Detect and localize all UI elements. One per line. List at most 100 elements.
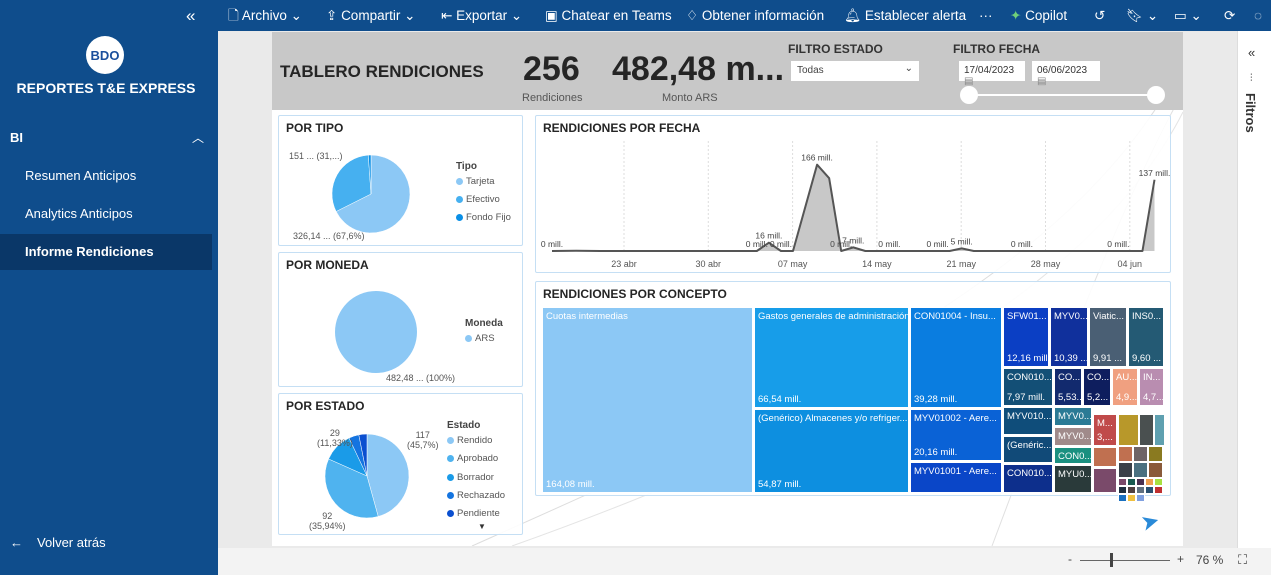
- zoom-slider-handle[interactable]: [1110, 553, 1113, 567]
- treemap-small-cell[interactable]: [1127, 478, 1136, 486]
- treemap-small-cell[interactable]: [1118, 462, 1133, 478]
- legend-item-aprobado[interactable]: Aprobado: [447, 453, 498, 464]
- date-slider-track[interactable]: [968, 94, 1156, 96]
- pie-slice-efectivo[interactable]: [331, 154, 372, 212]
- legend-item-fondo-fijo[interactable]: Fondo Fijo: [456, 212, 511, 223]
- treemap-cell[interactable]: CON010...: [1003, 464, 1053, 493]
- legend-item-efectivo[interactable]: Efectivo: [456, 194, 500, 205]
- alert-button[interactable]: 🔔︎ Establecer alerta: [844, 8, 967, 23]
- treemap-cell[interactable]: MYV01001 - Aere...: [910, 462, 1002, 493]
- treemap-small-cell[interactable]: [1136, 486, 1145, 494]
- zoom-in-button[interactable]: +: [1177, 552, 1185, 566]
- treemap-cell[interactable]: Viatic... 9,91 ...: [1089, 307, 1127, 367]
- filtro-estado-select[interactable]: Todas ⌄: [791, 61, 919, 81]
- zoom-slider[interactable]: [1080, 560, 1170, 561]
- date-to-input[interactable]: 06/06/2023 ▤: [1032, 61, 1100, 87]
- treemap-cell-value: 20,16 mill.: [914, 447, 958, 458]
- copilot-button[interactable]: ✦ Copilot: [1010, 8, 1068, 23]
- treemap-small-cell[interactable]: [1133, 446, 1148, 462]
- treemap-cell[interactable]: CO... 5,53...: [1054, 368, 1082, 406]
- treemap-small-cell[interactable]: [1145, 478, 1154, 486]
- pie-slice-pendiente[interactable]: [358, 433, 368, 477]
- back-button[interactable]: ← Volver atrás: [10, 535, 106, 550]
- bookmark-icon[interactable]: 🔖︎ ⌄: [1126, 8, 1159, 23]
- treemap-cell[interactable]: CON010... 7,97 mill.: [1003, 368, 1053, 406]
- treemap-small-cell[interactable]: [1118, 478, 1127, 486]
- treemap-cell[interactable]: (Genérico) Almacenes y/o refriger... 54,8…: [754, 409, 909, 493]
- collapse-sidebar-icon[interactable]: «: [186, 6, 196, 25]
- treemap-cell[interactable]: MYV0...: [1054, 427, 1092, 446]
- treemap-small-cell[interactable]: [1148, 446, 1163, 462]
- teams-button[interactable]: ▣ Chatear en Teams: [545, 8, 672, 23]
- date-slider-start-handle[interactable]: [960, 86, 978, 104]
- legend-item-rendido[interactable]: Rendido: [447, 435, 492, 446]
- nav-informe-rendiciones[interactable]: Informe Rendiciones: [0, 234, 212, 270]
- treemap-cell[interactable]: M... 3,...: [1093, 414, 1117, 446]
- treemap-cell[interactable]: Gastos generales de administración 66,54 …: [754, 307, 909, 408]
- treemap-cell[interactable]: MYV010...: [1003, 407, 1053, 435]
- chevron-up-icon[interactable]: ︿: [192, 131, 205, 145]
- date-slider-end-handle[interactable]: [1147, 86, 1165, 104]
- comment-icon[interactable]: ◌: [1254, 8, 1263, 23]
- treemap-small-cell[interactable]: [1154, 478, 1163, 486]
- treemap-cell[interactable]: MYV0...: [1054, 407, 1092, 426]
- data-label: 0 mill.: [746, 239, 768, 249]
- treemap-small-cell[interactable]: [1154, 414, 1165, 446]
- zoom-out-button[interactable]: -: [1068, 552, 1072, 566]
- legend-item-pendiente[interactable]: Pendiente: [447, 508, 500, 519]
- treemap-cell[interactable]: CO... 5,2...: [1083, 368, 1111, 406]
- treemap-cell[interactable]: MYU0...: [1054, 465, 1092, 493]
- treemap-cell[interactable]: AU... 4,9...: [1112, 368, 1138, 406]
- pie-slice-rendido[interactable]: [366, 433, 410, 517]
- more-button[interactable]: ···: [979, 8, 993, 23]
- pie-slice-ars[interactable]: [335, 291, 417, 373]
- view-icon[interactable]: ▭ ⌄: [1174, 8, 1202, 23]
- treemap-small-cell[interactable]: [1118, 486, 1127, 494]
- treemap-cell[interactable]: (Genéric...: [1003, 436, 1053, 463]
- treemap-cell[interactable]: Cuotas intermedias 164,08 mill.: [542, 307, 753, 493]
- treemap-small-cell[interactable]: [1139, 414, 1154, 446]
- treemap-cell[interactable]: INS0... 9,60 ...: [1128, 307, 1164, 367]
- fit-to-page-icon[interactable]: ⛶: [1238, 552, 1248, 567]
- collapse-filters-icon[interactable]: «: [1248, 45, 1256, 60]
- treemap-small-cell[interactable]: [1136, 478, 1145, 486]
- pie-slice-tarjeta[interactable]: [335, 154, 411, 234]
- date-from-input[interactable]: 17/04/2023 ▤: [959, 61, 1025, 87]
- nav-resumen-anticipos[interactable]: Resumen Anticipos: [25, 168, 137, 183]
- legend-item-tarjeta[interactable]: Tarjeta: [456, 176, 495, 187]
- nav-analytics-anticipos[interactable]: Analytics Anticipos: [25, 206, 133, 221]
- treemap-small-cell[interactable]: [1118, 494, 1127, 502]
- treemap-cell[interactable]: CON01004 - Insu... 39,28 mill.: [910, 307, 1002, 408]
- treemap-small-cell[interactable]: [1093, 468, 1117, 493]
- section-bi[interactable]: BI: [10, 130, 23, 145]
- treemap-cell-value: 66,54 mill.: [758, 394, 802, 405]
- treemap-cell[interactable]: MYV0... 10,39 ...: [1050, 307, 1088, 367]
- treemap-cell[interactable]: IN... 4,7...: [1139, 368, 1164, 406]
- archivo-menu[interactable]: 🗋 Archivo ⌄: [228, 8, 302, 23]
- treemap-small-cell[interactable]: [1127, 486, 1136, 494]
- pie-slice-aprobado[interactable]: [324, 458, 379, 519]
- treemap-small-cell[interactable]: [1127, 494, 1136, 502]
- treemap-small-cell[interactable]: [1118, 446, 1133, 462]
- refresh-icon[interactable]: ⟳: [1224, 8, 1236, 23]
- legend-scroll-down-icon[interactable]: ▼: [478, 522, 486, 531]
- undo-icon[interactable]: ↺: [1094, 8, 1106, 23]
- treemap-small-cell[interactable]: [1136, 494, 1145, 502]
- treemap-cell[interactable]: MYV01002 - Aere... 20,16 mill.: [910, 409, 1002, 461]
- compartir-menu[interactable]: ⇪ Compartir ⌄: [326, 8, 416, 23]
- pie-slice-fondo-fijo[interactable]: [368, 154, 372, 195]
- treemap-small-cell[interactable]: [1118, 414, 1139, 446]
- treemap-cell[interactable]: SFW01... 12,16 mill.: [1003, 307, 1049, 367]
- treemap-cell[interactable]: CON0...: [1054, 447, 1092, 464]
- legend-item-borrador[interactable]: Borrador: [447, 472, 494, 483]
- treemap-small-cell[interactable]: [1154, 486, 1163, 494]
- treemap-small-cell[interactable]: [1133, 462, 1148, 478]
- filters-pane[interactable]: « ⫶ Filtros: [1237, 31, 1271, 548]
- legend-item-rechazado[interactable]: Rechazado: [447, 490, 505, 501]
- insights-button[interactable]: ♢ Obtener información: [686, 8, 825, 23]
- treemap-small-cell[interactable]: [1145, 486, 1154, 494]
- exportar-menu[interactable]: ⇤ Exportar ⌄: [441, 8, 523, 23]
- legend-item-ars[interactable]: ARS: [465, 333, 495, 344]
- treemap-small-cell[interactable]: [1148, 462, 1163, 478]
- treemap-small-cell[interactable]: [1093, 447, 1117, 467]
